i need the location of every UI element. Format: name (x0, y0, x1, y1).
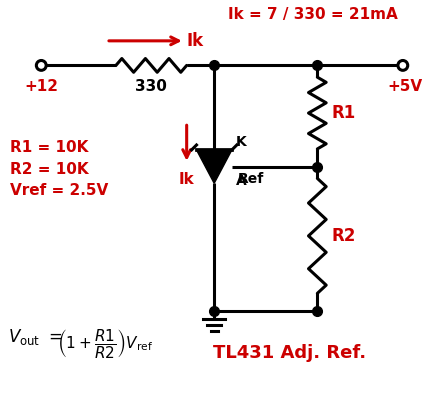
Text: Ik: Ik (187, 32, 204, 50)
Text: $V_{\mathregular{out}}$: $V_{\mathregular{out}}$ (8, 327, 40, 347)
Text: Vref = 2.5V: Vref = 2.5V (10, 183, 108, 198)
Text: R2: R2 (331, 227, 355, 245)
Text: +12: +12 (24, 79, 58, 94)
Text: Ik: Ik (179, 172, 194, 186)
Text: K: K (236, 135, 247, 149)
Text: $\left(1+\dfrac{R1}{R2}\right)V_{\mathregular{ref}}$: $\left(1+\dfrac{R1}{R2}\right)V_{\mathre… (57, 327, 153, 360)
Text: Ref: Ref (238, 172, 264, 186)
Text: TL431 Adj. Ref.: TL431 Adj. Ref. (213, 344, 366, 363)
Text: R2 = 10K: R2 = 10K (10, 162, 89, 177)
Text: R1 = 10K: R1 = 10K (10, 140, 88, 155)
Text: $=$: $=$ (45, 327, 63, 345)
Text: 330: 330 (135, 79, 167, 94)
Text: +5V: +5V (387, 79, 422, 94)
Polygon shape (197, 150, 232, 183)
Text: R1: R1 (331, 104, 355, 122)
Text: Ik = 7 / 330 = 21mA: Ik = 7 / 330 = 21mA (228, 8, 398, 22)
Text: A: A (236, 174, 247, 188)
